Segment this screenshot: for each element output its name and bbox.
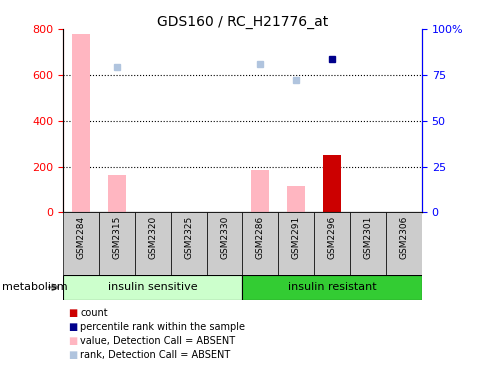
Text: GSM2315: GSM2315 [112, 215, 121, 259]
Bar [242, 274, 421, 300]
Text: ■: ■ [68, 308, 77, 318]
Text: GSM2320: GSM2320 [148, 215, 157, 259]
Text: count: count [80, 308, 107, 318]
Text: GSM2286: GSM2286 [256, 215, 264, 259]
Text: GSM2330: GSM2330 [220, 215, 228, 259]
Bar [349, 212, 385, 274]
Bar [251, 170, 269, 212]
Bar [63, 212, 99, 274]
Text: value, Detection Call = ABSENT: value, Detection Call = ABSENT [80, 336, 235, 346]
Text: GSM2291: GSM2291 [291, 215, 300, 259]
Bar [322, 155, 340, 212]
Bar [314, 212, 349, 274]
Bar [287, 186, 304, 212]
Text: insulin sensitive: insulin sensitive [108, 282, 197, 292]
Text: percentile rank within the sample: percentile rank within the sample [80, 322, 244, 332]
Text: ■: ■ [68, 350, 77, 360]
Text: GDS160 / RC_H21776_at: GDS160 / RC_H21776_at [156, 15, 328, 29]
Text: rank, Detection Call = ABSENT: rank, Detection Call = ABSENT [80, 350, 230, 360]
Bar [206, 212, 242, 274]
Text: GSM2306: GSM2306 [399, 215, 408, 259]
Bar [107, 175, 125, 212]
Bar [242, 212, 278, 274]
Text: GSM2284: GSM2284 [76, 215, 85, 258]
Text: GSM2325: GSM2325 [184, 215, 193, 259]
Text: GSM2296: GSM2296 [327, 215, 336, 259]
Bar [63, 274, 242, 300]
Bar [99, 212, 135, 274]
Text: ■: ■ [68, 336, 77, 346]
Bar [72, 34, 90, 212]
Bar [170, 212, 206, 274]
Text: metabolism: metabolism [2, 282, 68, 292]
Bar [278, 212, 314, 274]
Bar [385, 212, 421, 274]
Text: ■: ■ [68, 322, 77, 332]
Text: GSM2301: GSM2301 [363, 215, 372, 259]
Bar [135, 212, 170, 274]
Text: insulin resistant: insulin resistant [287, 282, 376, 292]
